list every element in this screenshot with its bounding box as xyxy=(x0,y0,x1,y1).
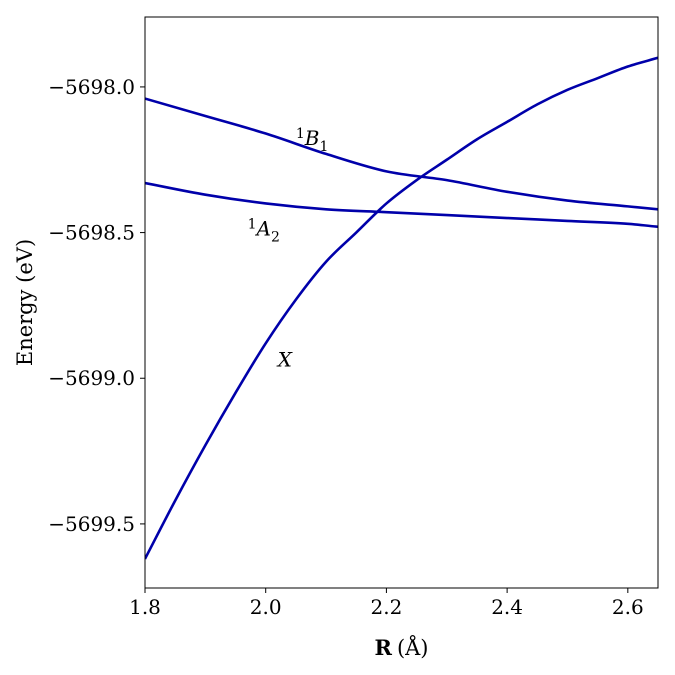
curve-label-subscript: 1 xyxy=(320,139,329,155)
x-axis-label-unit: (Å) xyxy=(397,635,429,660)
curve-label-1a2: 1A2 xyxy=(248,216,280,245)
x-axis-label-symbol: R xyxy=(374,635,392,660)
curve-label-symbol: B xyxy=(304,126,320,150)
curve-label-symbol: A xyxy=(255,216,271,240)
curve-label-1b1: 1B1 xyxy=(296,126,329,155)
y-tick-label: −5699.0 xyxy=(48,366,135,390)
y-tick-label: −5698.5 xyxy=(48,221,135,245)
curve-1a2 xyxy=(145,181,658,229)
x-tick-label: 2.2 xyxy=(371,595,403,619)
curve-1b1 xyxy=(145,97,658,211)
plot-frame xyxy=(144,16,659,589)
x-axis-label: R (Å) xyxy=(374,635,428,660)
x-tick-label: 1.8 xyxy=(129,595,161,619)
y-tick-label: −5698.0 xyxy=(48,75,135,99)
x-tick-label: 2.0 xyxy=(250,595,282,619)
curve-x xyxy=(145,56,658,560)
curve-label-symbol: X xyxy=(276,348,293,372)
x-tick-label: 2.4 xyxy=(491,595,523,619)
curve-label-superscript: 1 xyxy=(248,216,257,232)
y-axis: −5698.0 −5698.5 −5699.0 −5699.5 xyxy=(48,75,145,536)
x-tick-label: 2.6 xyxy=(612,595,644,619)
curve-group xyxy=(145,56,658,560)
y-tick-label: −5699.5 xyxy=(48,512,135,536)
x-axis: 1.8 2.0 2.2 2.4 2.6 xyxy=(129,588,644,619)
y-axis-label: Energy (eV) xyxy=(13,239,37,366)
curve-label-subscript: 2 xyxy=(271,229,280,245)
curve-label-x: X xyxy=(276,348,293,372)
curve-label-superscript: 1 xyxy=(296,126,305,142)
